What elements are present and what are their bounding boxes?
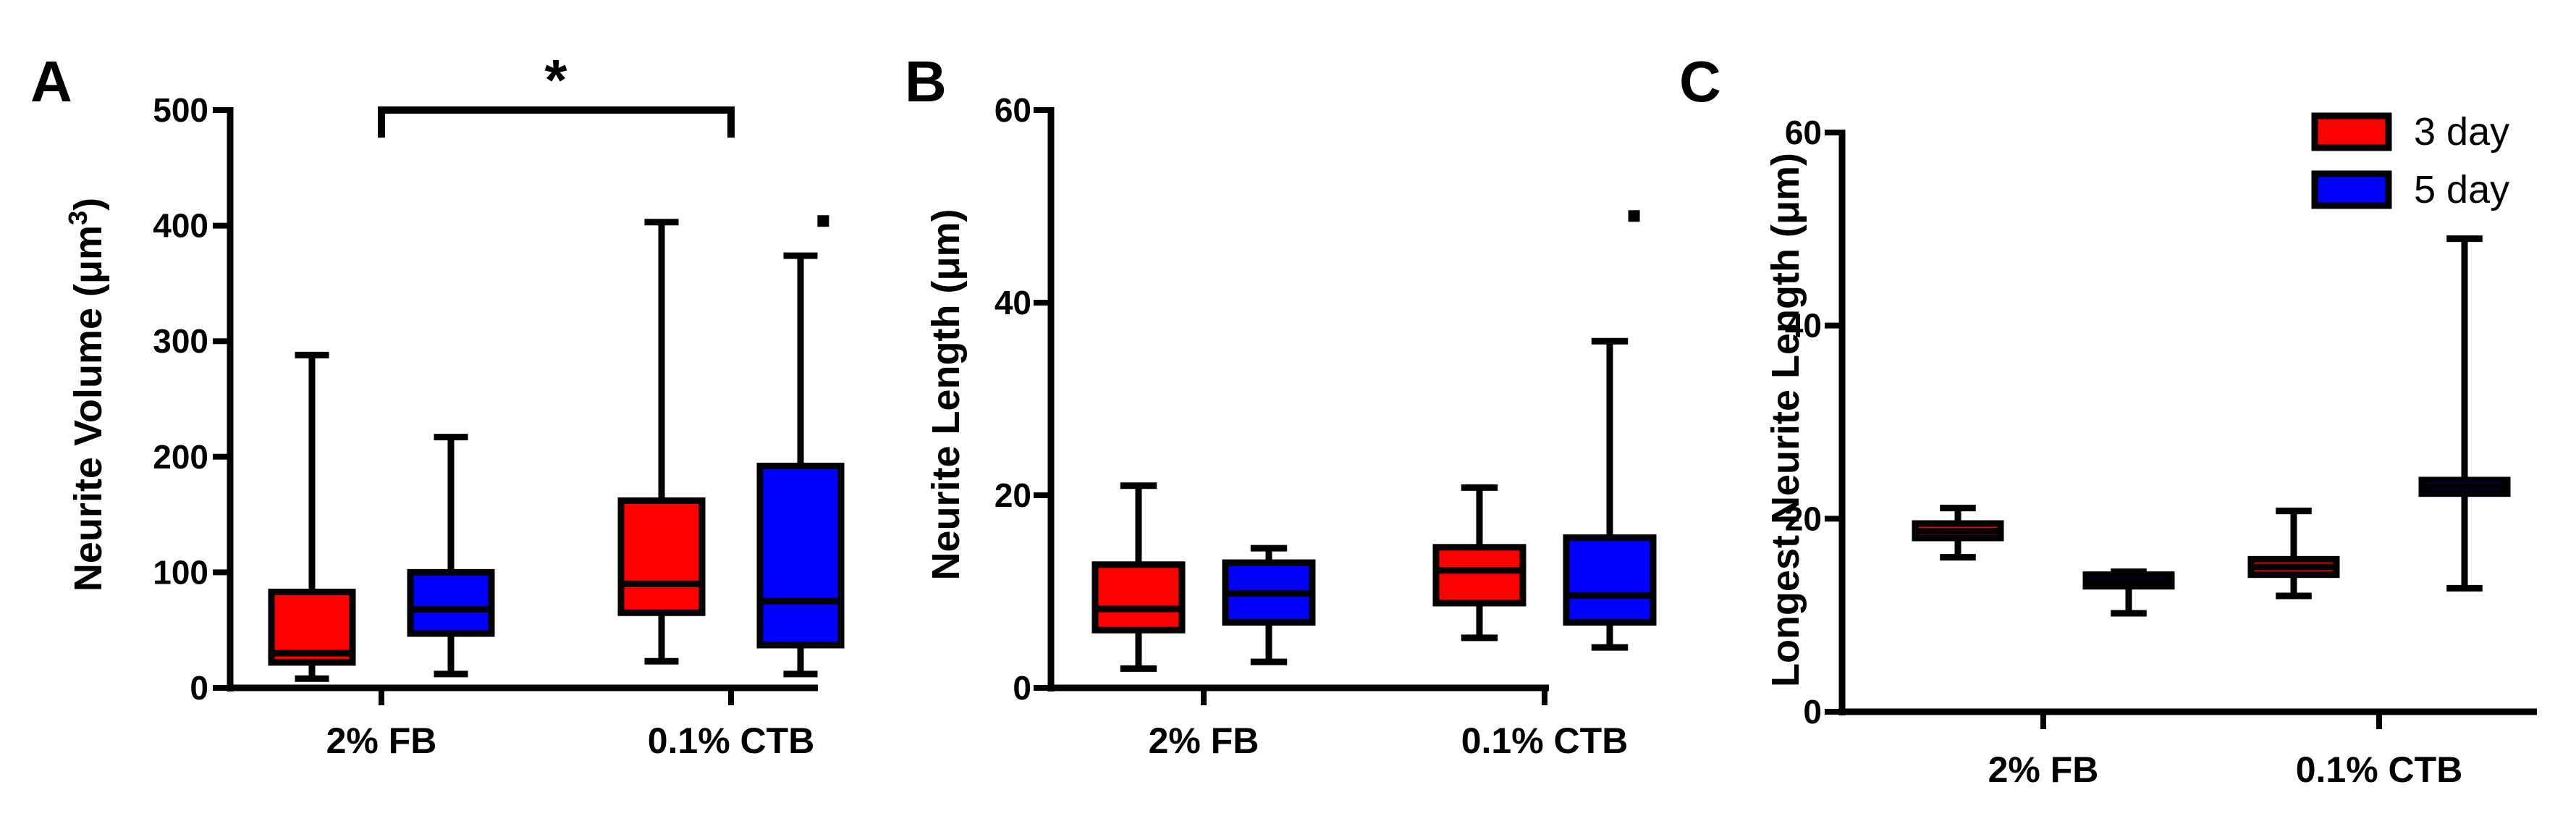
box-a-2-fb-5-day-iqr — [407, 568, 495, 637]
box-c-2-fb-5-day — [2082, 568, 2175, 617]
significance-bracket: * — [378, 48, 735, 138]
box-b-0-1-ctb-5-day-outlier — [1628, 210, 1640, 222]
x-tick-label-b-0-1-ctb: 0.1% CTB — [1461, 720, 1629, 761]
y-tick-label-b: 20 — [994, 476, 1031, 514]
legend-label-3-day: 3 day — [2414, 110, 2509, 154]
box-a-2-fb-5-day — [407, 434, 495, 678]
y-tick-label-a: 0 — [190, 669, 208, 707]
y-tick-label-a: 500 — [153, 91, 208, 129]
y-tick-label-c: 20 — [1785, 500, 1822, 537]
legend-swatch-3-day — [2311, 112, 2392, 151]
box-c-0-1-ctb-3-day — [2247, 508, 2340, 600]
legend-swatch-5-day — [2311, 170, 2392, 209]
legend-label-5-day: 5 day — [2414, 168, 2509, 211]
panel-letter-c: C — [1679, 49, 1721, 114]
box-b-0-1-ctb-5-day — [1563, 210, 1657, 651]
y-tick-label-b: 0 — [1013, 669, 1031, 707]
y-tick-label-a: 400 — [153, 207, 208, 245]
significance-star: * — [544, 48, 567, 112]
y-axis-title-a: Neurite Volume (μm3) — [63, 198, 110, 592]
plot-b: 0 20 40 60 2% FB 0.1% CTB — [994, 91, 1657, 761]
y-tick-label-c: 0 — [1803, 693, 1822, 731]
y-tick-label-a: 100 — [153, 553, 208, 591]
box-b-2-fb-3-day-iqr — [1091, 561, 1186, 634]
box-a-0-1-ctb-3-day-iqr — [617, 497, 706, 616]
y-tick-label-b: 40 — [994, 284, 1031, 321]
x-tick-label-c-0-1-ctb: 0.1% CTB — [2296, 749, 2463, 790]
y-axis-title-c: Longest Neurite Length (μm) — [1764, 153, 1807, 687]
y-tick-label-c: 40 — [1785, 307, 1822, 345]
y-tick-label-b: 60 — [994, 91, 1031, 129]
y-tick-label-c: 60 — [1785, 114, 1822, 151]
x-tick-label-a-0-1-ctb: 0.1% CTB — [648, 720, 815, 761]
y-axis-title-b: Neurite Length (μm) — [924, 209, 968, 580]
box-b-0-1-ctb-5-day-iqr — [1563, 534, 1657, 626]
x-tick-label-a-2-fb: 2% FB — [326, 720, 437, 761]
y-tick-label-a: 300 — [153, 322, 208, 360]
box-a-0-1-ctb-5-day — [756, 215, 845, 678]
box-c-0-1-ctb-5-day — [2418, 235, 2511, 592]
box-a-0-1-ctb-5-day-outlier — [817, 215, 829, 227]
x-tick-label-b-2-fb: 2% FB — [1149, 720, 1259, 761]
box-b-0-1-ctb-3-day-iqr — [1432, 544, 1526, 607]
significance-line — [378, 106, 735, 138]
legend: 3 day 5 day — [2311, 110, 2509, 211]
box-a-0-1-ctb-5-day-iqr — [756, 463, 845, 649]
panel-letter-a: A — [30, 49, 72, 114]
x-tick-label-c-2-fb: 2% FB — [1988, 749, 2099, 790]
box-b-2-fb-3-day — [1091, 482, 1186, 672]
box-b-0-1-ctb-3-day — [1432, 484, 1526, 642]
plot-c: 0 20 40 60 2% FB 0.1% CTB — [1785, 114, 2537, 790]
y-tick-label-a: 200 — [153, 438, 208, 476]
box-c-2-fb-3-day — [1912, 505, 2004, 561]
plot-a: 0 100 200 300 400 500 2% FB 0.1% CTB — [153, 91, 845, 761]
panel-letter-b: B — [905, 49, 947, 114]
box-b-2-fb-5-day — [1222, 545, 1316, 665]
box-a-0-1-ctb-3-day — [617, 219, 706, 665]
box-a-2-fb-3-day — [268, 351, 356, 682]
